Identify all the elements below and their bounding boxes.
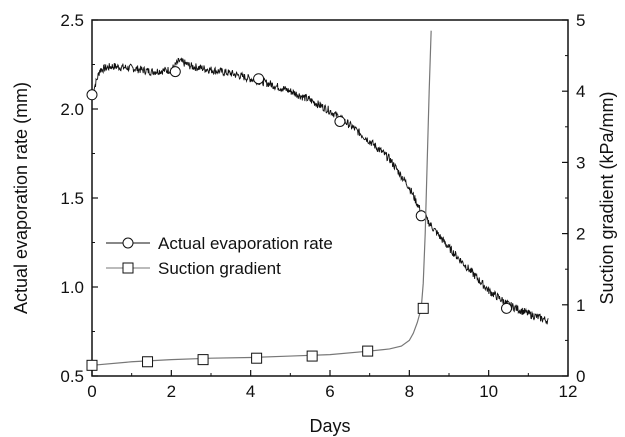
legend-suction-marker — [122, 262, 134, 274]
evaporation-rate-marker — [253, 73, 265, 85]
legend-evaporation-marker — [122, 237, 134, 249]
evaporation-rate-marker — [169, 66, 181, 78]
left-tick-label: 1.0 — [60, 278, 84, 297]
right-axis-title: Suction gradient (kPa/mm) — [597, 91, 617, 304]
right-tick-label: 1 — [576, 296, 585, 315]
evaporation-rate-marker — [501, 302, 513, 314]
suction-gradient-marker — [142, 356, 154, 368]
x-tick-label: 6 — [325, 382, 334, 401]
left-tick-label: 2.0 — [60, 100, 84, 119]
x-tick-label: 8 — [405, 382, 414, 401]
left-tick-label: 2.5 — [60, 11, 84, 30]
left-tick-label: 1.5 — [60, 189, 84, 208]
evaporation-rate-line — [91, 57, 549, 325]
x-axis-title: Days — [309, 416, 350, 436]
suction-gradient-marker — [362, 345, 374, 357]
legend-suction-label: Suction gradient — [158, 259, 281, 278]
evaporation-rate-marker — [334, 115, 346, 127]
x-tick-label: 2 — [167, 382, 176, 401]
legend-evaporation-label: Actual evaporation rate — [158, 234, 333, 253]
evaporation-rate-marker — [415, 210, 427, 222]
right-tick-label: 0 — [576, 367, 585, 386]
suction-gradient-marker — [197, 354, 209, 366]
right-tick-label: 4 — [576, 82, 585, 101]
x-tick-label: 10 — [479, 382, 498, 401]
right-tick-label: 3 — [576, 153, 585, 172]
x-tick-label: 12 — [559, 382, 578, 401]
right-tick-label: 5 — [576, 11, 585, 30]
right-tick-label: 2 — [576, 225, 585, 244]
legend: Actual evaporation rate Suction gradient — [106, 234, 333, 278]
left-tick-label: 0.5 — [60, 367, 84, 386]
series-layer — [86, 30, 549, 371]
evaporation-rate-marker — [86, 89, 98, 101]
x-tick-label: 4 — [246, 382, 255, 401]
suction-gradient-marker — [251, 352, 263, 364]
suction-gradient-line — [91, 30, 432, 366]
x-tick-label: 0 — [87, 382, 96, 401]
suction-gradient-marker — [86, 359, 98, 371]
suction-gradient-marker — [306, 350, 318, 362]
left-axis-title: Actual evaporation rate (mm) — [11, 82, 31, 314]
suction-gradient-marker — [417, 302, 429, 314]
